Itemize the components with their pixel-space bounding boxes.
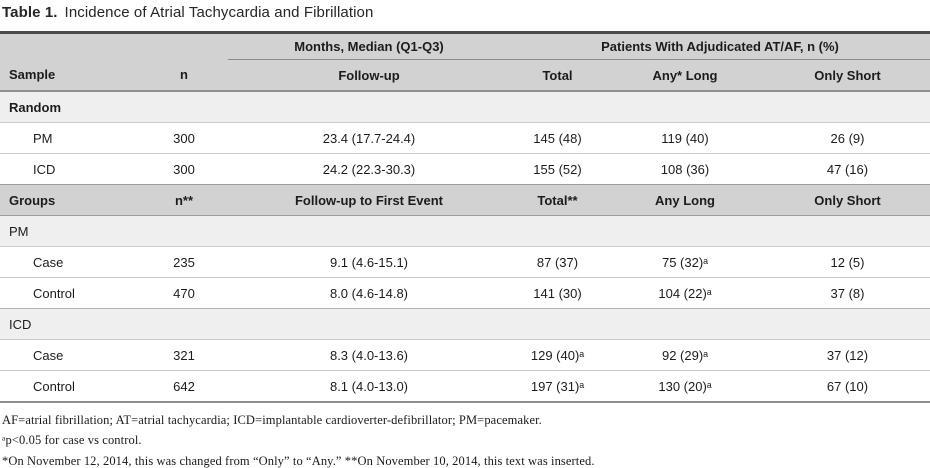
cell-any-long-groups: Any Long	[605, 184, 765, 216]
cell-n-groups: n**	[140, 184, 228, 216]
table-footnotes: AF=atrial fibrillation; AT=atrial tachyc…	[0, 413, 930, 468]
table-title-text: Incidence of Atrial Tachycardia and Fibr…	[64, 4, 374, 21]
cell-n: 642	[140, 370, 228, 402]
group-header-row: Months, Median (Q1-Q3) Patients With Adj…	[0, 32, 930, 60]
cell-sample: Case	[0, 339, 140, 371]
table-row: Control 470 8.0 (4.6-14.8) 141 (30) 104 …	[0, 277, 930, 309]
cell-total: 141 (30)	[510, 277, 605, 309]
cell-only-short: 47 (16)	[765, 153, 930, 185]
cell-only-short: 67 (10)	[765, 370, 930, 402]
cell-follow-up: 8.3 (4.0-13.6)	[228, 339, 510, 371]
cell-sample: Control	[0, 277, 140, 309]
cell-follow-up-first-event: Follow-up to First Event	[228, 184, 510, 216]
cell-any-long: 108 (36)	[605, 153, 765, 185]
section-label: ICD	[0, 308, 930, 340]
table-row: Case 235 9.1 (4.6-15.1) 87 (37) 75 (32)ᵃ…	[0, 246, 930, 278]
column-header-row: Sample n Follow-up Total Any* Long Only …	[0, 59, 930, 92]
cell-sample: PM	[0, 122, 140, 154]
table-title: Table 1. Incidence of Atrial Tachycardia …	[0, 0, 930, 21]
table-row: PM 300 23.4 (17.7-24.4) 145 (48) 119 (40…	[0, 122, 930, 154]
cell-n: 300	[140, 153, 228, 185]
cell-sample: Control	[0, 370, 140, 402]
cell-n: 235	[140, 246, 228, 278]
cell-any-long: 75 (32)ᵃ	[605, 246, 765, 278]
column-header-n: n	[140, 59, 228, 92]
group-header-spacer	[0, 32, 228, 60]
cell-n: 321	[140, 339, 228, 371]
group-header-patients: Patients With Adjudicated AT/AF, n (%)	[510, 32, 930, 60]
column-header-only-short: Only Short	[765, 59, 930, 92]
table-number-label: Table 1.	[2, 4, 58, 21]
footnote-abbreviations: AF=atrial fibrillation; AT=atrial tachyc…	[2, 413, 542, 427]
cell-follow-up: 8.0 (4.6-14.8)	[228, 277, 510, 309]
cell-any-long: 130 (20)ᵃ	[605, 370, 765, 402]
column-header-sample: Sample	[0, 59, 140, 92]
cell-total: 87 (37)	[510, 246, 605, 278]
cell-n: 300	[140, 122, 228, 154]
cell-only-short: 37 (8)	[765, 277, 930, 309]
section-row-pm: PM	[0, 215, 930, 247]
table-body: Random PM 300 23.4 (17.7-24.4) 145 (48) …	[0, 90, 930, 402]
table-row: ICD 300 24.2 (22.3-30.3) 155 (52) 108 (3…	[0, 153, 930, 185]
group-header-months: Months, Median (Q1-Q3)	[228, 32, 510, 60]
section-row-icd: ICD	[0, 308, 930, 340]
cell-total: 155 (52)	[510, 153, 605, 185]
incidence-table: Months, Median (Q1-Q3) Patients With Adj…	[0, 31, 930, 403]
cell-n: 470	[140, 277, 228, 309]
cell-sample: Case	[0, 246, 140, 278]
section-row-random: Random	[0, 90, 930, 123]
cell-follow-up: 8.1 (4.0-13.0)	[228, 370, 510, 402]
cell-only-short: 12 (5)	[765, 246, 930, 278]
cell-sample: ICD	[0, 153, 140, 185]
footnote-significance: ᵃp<0.05 for case vs control.	[2, 433, 142, 448]
column-header-follow-up: Follow-up	[228, 59, 510, 92]
cell-only-short: 26 (9)	[765, 122, 930, 154]
section-label: Random	[0, 90, 930, 123]
cell-total: 145 (48)	[510, 122, 605, 154]
cell-any-long: 104 (22)ᵃ	[605, 277, 765, 309]
table-header: Months, Median (Q1-Q3) Patients With Adj…	[0, 32, 930, 92]
column-header-total: Total	[510, 59, 605, 92]
cell-total: 129 (40)ᵃ	[510, 339, 605, 371]
cell-only-short-groups: Only Short	[765, 184, 930, 216]
cell-only-short: 37 (12)	[765, 339, 930, 371]
cell-any-long: 119 (40)	[605, 122, 765, 154]
cell-groups: Groups	[0, 184, 140, 216]
table-row: Control 642 8.1 (4.0-13.0) 197 (31)ᵃ 130…	[0, 370, 930, 402]
column-header-any-long: Any* Long	[605, 59, 765, 92]
cell-total-groups: Total**	[510, 184, 605, 216]
cell-any-long: 92 (29)ᵃ	[605, 339, 765, 371]
cell-follow-up: 23.4 (17.7-24.4)	[228, 122, 510, 154]
groups-header-row: Groups n** Follow-up to First Event Tota…	[0, 184, 930, 216]
table-row: Case 321 8.3 (4.0-13.6) 129 (40)ᵃ 92 (29…	[0, 339, 930, 371]
section-label: PM	[0, 215, 930, 247]
cell-follow-up: 9.1 (4.6-15.1)	[228, 246, 510, 278]
cell-total: 197 (31)ᵃ	[510, 370, 605, 402]
cell-follow-up: 24.2 (22.3-30.3)	[228, 153, 510, 185]
